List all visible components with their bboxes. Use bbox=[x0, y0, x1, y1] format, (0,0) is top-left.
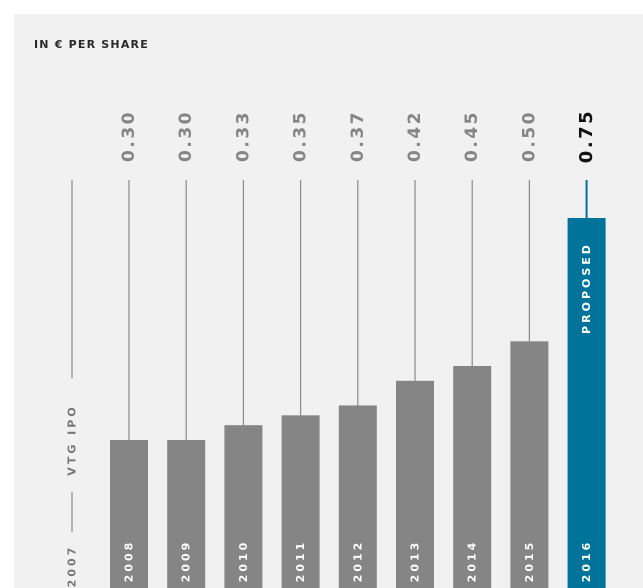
year-label: 2009 bbox=[180, 540, 193, 583]
value-label: 0.45 bbox=[462, 110, 482, 162]
year-label: 2013 bbox=[409, 540, 422, 583]
bar bbox=[510, 341, 549, 588]
year-label: 2011 bbox=[294, 540, 307, 583]
year-label: 2012 bbox=[351, 540, 364, 583]
annotation-label: VTG IPO bbox=[66, 404, 79, 475]
value-label: 0.30 bbox=[176, 110, 196, 162]
highlight-label: PROPOSED bbox=[580, 242, 593, 334]
year-label: 2010 bbox=[237, 540, 250, 583]
value-label: 0.33 bbox=[233, 110, 253, 162]
bar bbox=[167, 440, 206, 588]
value-label: 0.42 bbox=[405, 110, 425, 162]
value-label: 0.37 bbox=[348, 110, 368, 162]
year-label: 2008 bbox=[123, 540, 136, 583]
year-label: 2014 bbox=[466, 540, 479, 583]
year-label: 2016 bbox=[580, 540, 593, 583]
bar bbox=[396, 380, 434, 588]
year-label: 2015 bbox=[523, 540, 536, 583]
value-label: 0.50 bbox=[519, 110, 539, 162]
unit-label: IN € PER SHARE bbox=[34, 38, 149, 51]
bar bbox=[338, 405, 377, 588]
value-label: 0.30 bbox=[119, 110, 139, 162]
bar bbox=[453, 366, 492, 588]
bar bbox=[281, 415, 320, 588]
bar bbox=[110, 440, 148, 588]
value-label: 0.35 bbox=[291, 110, 311, 162]
annotation-year: 2007 bbox=[66, 545, 79, 588]
bar bbox=[567, 218, 606, 588]
bar bbox=[224, 425, 263, 588]
value-label: 0.75 bbox=[576, 109, 597, 163]
